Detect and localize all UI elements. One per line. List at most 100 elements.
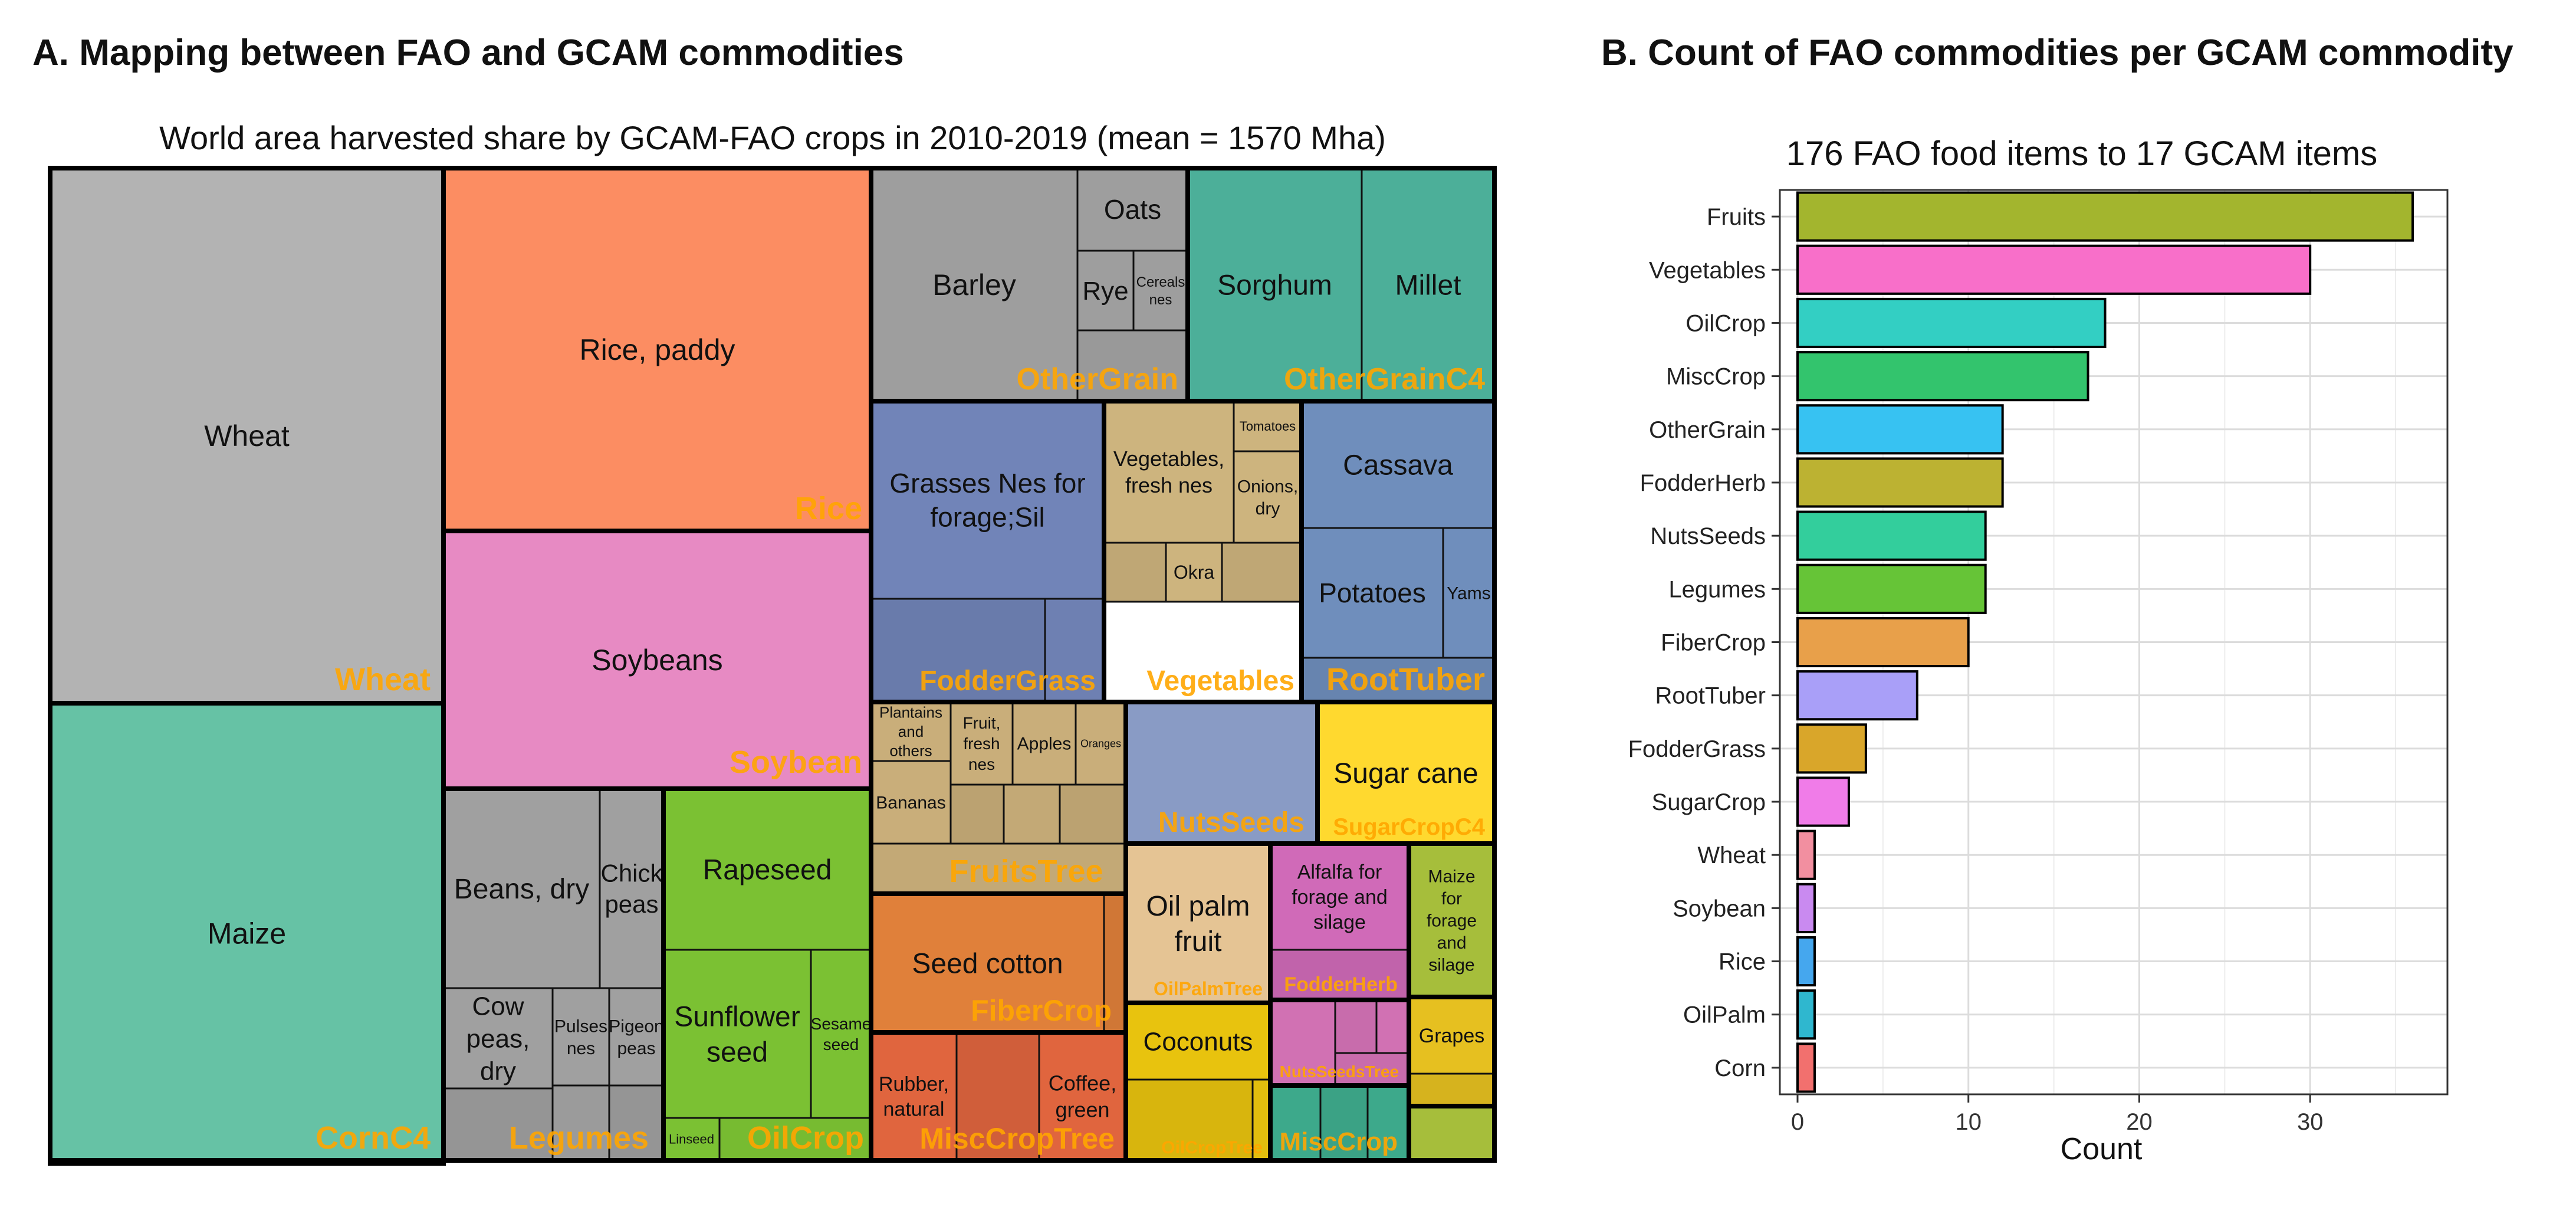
- y-tick-label: Vegetables: [1649, 257, 1766, 283]
- y-tick-label: MiscCrop: [1666, 364, 1766, 390]
- treemap-group-label: RootTuber: [1326, 662, 1485, 697]
- treemap-item-label: Cow peas, dry: [466, 992, 530, 1085]
- bar-chart-title: 176 FAO food items to 17 GCAM items: [1786, 135, 2378, 173]
- treemap-item-label: Potatoes: [1319, 578, 1426, 608]
- y-tick-label: NutsSeeds: [1650, 523, 1766, 549]
- treemap-item-label: Tomatoes: [1240, 419, 1296, 434]
- treemap-group-legumes: Beans, dry Chick peas Cow peas, dry Pulses nesP…: [441, 786, 666, 1163]
- plot-border: [1779, 189, 2449, 1096]
- treemap-tile-rice-paddy: [442, 167, 872, 532]
- treemap-tile-maize: [49, 702, 445, 1165]
- y-tick-label: FodderHerb: [1640, 470, 1766, 496]
- treemap-group-label: Soybean: [730, 744, 862, 780]
- treemap-tile: [1300, 657, 1496, 703]
- treemap-item-label: Oil palm fruit: [1146, 891, 1250, 957]
- treemap-item-label: Millet: [1395, 270, 1461, 301]
- treemap-group-label: OtherGrainC4: [1284, 362, 1485, 396]
- treemap-item-label: Oats: [1104, 194, 1161, 225]
- bar-misccrop: [1796, 351, 2089, 402]
- treemap-tile: [1003, 783, 1061, 845]
- treemap-group-fruitstree: Plantains and others Fruit, fresh nes Apples Or…: [869, 700, 1128, 896]
- treemap-item-label: Soybeans: [592, 644, 722, 677]
- treemap-group-rice: Rice, paddy: [441, 166, 873, 533]
- treemap-item-label: Oranges: [1080, 737, 1121, 749]
- x-tick-label: 10: [1955, 1109, 1982, 1135]
- treemap-item-label: Cereals nes: [1136, 274, 1185, 308]
- bar-soybean: [1796, 883, 1816, 933]
- treemap-item-label: Grasses Nes for forage;Sil: [889, 468, 1085, 533]
- treemap-tile: [1269, 999, 1336, 1087]
- treemap-tile: [949, 783, 1005, 845]
- treemap-tile-okra: [1165, 542, 1223, 603]
- bar-oilcrop: [1796, 297, 2107, 349]
- treemap-group-label: FiberCrop: [971, 994, 1112, 1027]
- treemap-item-label: Barley: [932, 268, 1016, 301]
- treemap-item-label: Rice, paddy: [579, 333, 735, 366]
- treemap-tile-oil-palm-fruit: [1125, 842, 1271, 1004]
- bar-fibercrop: [1796, 616, 1970, 668]
- treemap-item-label: Sunflower seed: [674, 1001, 800, 1068]
- treemap-title: World area harvested share by GCAM-FAO c…: [159, 119, 1386, 156]
- treemap-tile-apples: [1011, 701, 1077, 786]
- treemap-group-cornc4: Maize: [48, 701, 446, 1166]
- treemap-group-roottuber: Cassava Potatoes Yams: [1299, 399, 1497, 704]
- treemap-group-label: NutsSeeds: [1158, 807, 1305, 838]
- treemap-item-label: Plantains and others: [879, 704, 942, 760]
- treemap-item-label: Fruit, fresh nes: [963, 714, 1001, 773]
- treemap-tile-millet: [1361, 167, 1496, 402]
- y-tick-label: OilCrop: [1685, 310, 1766, 336]
- bar-fodderherb: [1796, 457, 2004, 508]
- treemap-tile: [1334, 1052, 1410, 1087]
- treemap-item-label: Coconuts: [1144, 1027, 1253, 1056]
- treemap-tile-wheat: [49, 167, 445, 704]
- treemap-item-label: Seed cotton: [912, 948, 1063, 979]
- treemap-tile-cow-peas-dry: [442, 987, 554, 1090]
- bar-sugarcrop: [1796, 776, 1850, 827]
- treemap-group-sugarcropc4: Sugar cane: [1315, 700, 1497, 846]
- bar-roottuber: [1796, 670, 1918, 721]
- treemap-item-label: Rubber, natural: [879, 1073, 949, 1121]
- treemap-group-vegetables: Vegetables, fresh nes Tomatoes Onions, dry Ok…: [1102, 399, 1304, 704]
- treemap-item-label: Chick peas: [600, 859, 663, 918]
- x-tick-label: 20: [2126, 1109, 2153, 1135]
- y-tick-label: FodderGrass: [1628, 736, 1766, 762]
- x-axis-label: Count: [2061, 1132, 2143, 1166]
- treemap-item-label: Rapeseed: [703, 854, 832, 885]
- treemap-tile: [1125, 701, 1319, 845]
- treemap-tile: [1059, 783, 1127, 845]
- treemap-tile-barley: [870, 167, 1079, 402]
- treemap-item-label: Onions, dry: [1237, 477, 1298, 519]
- treemap-group-label: OtherGrain: [1017, 362, 1179, 396]
- x-tick-label: 0: [1791, 1109, 1804, 1135]
- treemap-tile-soybeans: [442, 530, 872, 790]
- bar-legumes: [1796, 563, 1987, 614]
- treemap-group-label: Rice: [795, 491, 862, 526]
- y-tick-label: RootTuber: [1655, 683, 1766, 709]
- treemap-item-label: Okra: [1174, 562, 1215, 583]
- y-tick-label: SugarCrop: [1652, 789, 1766, 815]
- treemap-frame: [48, 166, 1497, 1163]
- treemap-tile: [1044, 598, 1105, 703]
- y-tick-label: FiberCrop: [1661, 630, 1766, 656]
- treemap-tile-chick-peas: [599, 788, 665, 989]
- bar-wheat: [1796, 829, 1816, 880]
- treemap-group-label: MiscCrop: [1280, 1127, 1398, 1156]
- panel-b-heading: B. Count of FAO commodities per GCAM com…: [1601, 32, 2513, 73]
- treemap-tile: [608, 1084, 665, 1162]
- bar-nutsseeds: [1796, 510, 1987, 561]
- treemap-tile-oats: [1076, 167, 1189, 252]
- treemap-tile-cereals-nes: [1132, 250, 1189, 332]
- bar-fruits: [1796, 191, 2414, 242]
- treemap-group-fibercrop: Seed cotton: [869, 891, 1128, 1035]
- treemap-item-label: Apples: [1017, 734, 1072, 754]
- treemap-item-label: Yams: [1447, 584, 1490, 604]
- treemap-tile: [1408, 1105, 1496, 1162]
- treemap-item-label: Grapes: [1419, 1025, 1485, 1047]
- treemap-group-fodderherbc4: Maize for forage and silage: [1407, 841, 1497, 1162]
- panel-a-heading: A. Mapping between FAO and GCAM commodit…: [32, 32, 904, 73]
- treemap-group-misccroptree: Rubber, natural Coffee, green: [869, 1030, 1128, 1163]
- treemap-group-foddergrass: Grasses Nes for forage;Sil: [869, 399, 1106, 704]
- treemap-group-unlabeled: Grapes: [1407, 995, 1497, 1108]
- treemap-item-label: Sorghum: [1217, 270, 1332, 301]
- bar-oilpalm: [1796, 989, 1816, 1040]
